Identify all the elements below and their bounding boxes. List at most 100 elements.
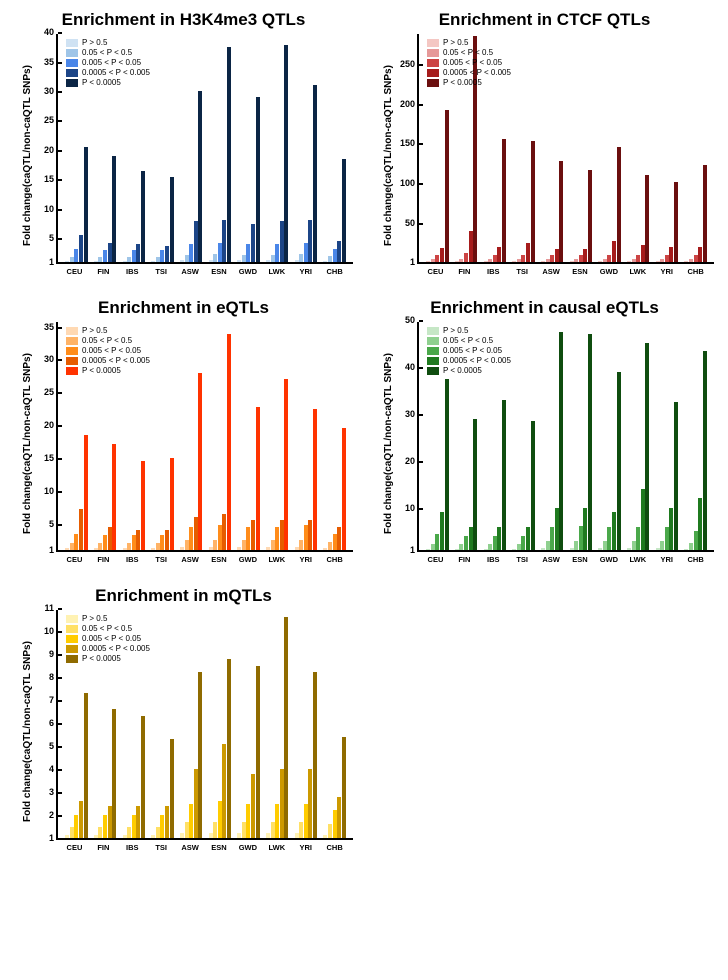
bar (488, 544, 492, 550)
bar (112, 156, 116, 262)
bar (689, 259, 693, 262)
bar (455, 549, 459, 550)
y-tick: 20 (44, 145, 58, 155)
legend-swatch (66, 69, 78, 77)
legend-label: 0.05 < P < 0.5 (82, 624, 132, 633)
x-tick-label: LWK (262, 267, 291, 276)
bar (660, 259, 664, 262)
bar (156, 543, 160, 550)
y-tick: 150 (400, 138, 419, 148)
bar (656, 548, 660, 550)
bar (559, 332, 563, 550)
y-tick: 5 (49, 741, 58, 751)
bar (555, 249, 559, 262)
bar (426, 261, 430, 262)
y-tick: 40 (44, 27, 58, 37)
bar (251, 774, 255, 838)
bar (603, 259, 607, 262)
y-axis-label: Fold change(caQTL/non-caQTL SNPs) (383, 65, 394, 246)
bar-group (656, 322, 678, 550)
bar (213, 540, 217, 551)
bar (256, 666, 260, 839)
bar (299, 822, 303, 838)
bar (328, 824, 332, 838)
legend-item: 0.0005 < P < 0.005 (66, 644, 150, 653)
bar-group (684, 34, 706, 262)
bar (79, 235, 83, 262)
bar (684, 549, 688, 550)
x-tick-label: LWK (262, 555, 291, 564)
bar (132, 815, 136, 838)
legend-label: P < 0.0005 (82, 366, 121, 375)
bar (70, 257, 74, 262)
bar (170, 177, 174, 263)
y-tick: 25 (44, 115, 58, 125)
bar (521, 536, 525, 550)
bar (170, 739, 174, 838)
bar (328, 542, 332, 550)
bar (84, 147, 88, 262)
bar (431, 259, 435, 262)
bar (280, 221, 284, 262)
bar (132, 535, 136, 550)
bar (497, 527, 501, 550)
bar (70, 827, 74, 839)
bar (308, 520, 312, 550)
bar (579, 526, 583, 550)
legend-item: 0.005 < P < 0.05 (427, 346, 511, 355)
x-tick-label: TSI (147, 267, 176, 276)
bar (607, 255, 611, 262)
x-axis-labels: CEUFINIBSTSIASWESNGWDLWKYRICHB (56, 264, 353, 276)
bar (645, 175, 649, 262)
bar-group (266, 34, 288, 262)
bar (493, 255, 497, 262)
y-tick: 1 (49, 257, 58, 267)
legend-item: 0.05 < P < 0.5 (66, 48, 150, 57)
legend-swatch (427, 79, 439, 87)
bar (459, 544, 463, 550)
bar (271, 822, 275, 838)
bar (473, 419, 477, 550)
bar (275, 804, 279, 839)
x-tick-label: GWD (594, 267, 623, 276)
bar (284, 379, 288, 550)
bar (218, 801, 222, 838)
bar (74, 534, 78, 550)
x-tick-label: CEU (60, 843, 89, 852)
legend-label: 0.05 < P < 0.5 (443, 48, 493, 57)
bar (497, 247, 501, 262)
y-axis-label: Fold change(caQTL/non-caQTL SNPs) (22, 65, 33, 246)
bar (103, 535, 107, 550)
bar-group (266, 610, 288, 838)
legend-swatch (66, 635, 78, 643)
bar (459, 259, 463, 262)
y-tick: 250 (400, 59, 419, 69)
legend-swatch (66, 327, 78, 335)
legend-item: P > 0.5 (66, 614, 150, 623)
bar (295, 833, 299, 838)
bar (550, 255, 554, 262)
y-tick: 50 (405, 218, 419, 228)
bar (151, 548, 155, 550)
bar (194, 221, 198, 262)
x-tick-label: IBS (118, 267, 147, 276)
legend-label: 0.0005 < P < 0.005 (82, 644, 150, 653)
panel-ctcf: Enrichment in CTCF QTLsFold change(caQTL… (369, 10, 720, 276)
bar (517, 259, 521, 262)
legend-item: 0.0005 < P < 0.005 (427, 68, 511, 77)
x-tick-label: FIN (89, 267, 118, 276)
legend-label: 0.005 < P < 0.05 (443, 58, 502, 67)
bar (669, 508, 673, 550)
bar-group (323, 34, 345, 262)
legend-label: P < 0.0005 (82, 78, 121, 87)
legend-item: P > 0.5 (427, 326, 511, 335)
legend-item: P < 0.0005 (66, 78, 150, 87)
y-tick: 5 (49, 233, 58, 243)
bar-group (541, 322, 563, 550)
legend-item: P < 0.0005 (427, 366, 511, 375)
x-tick-label: ESN (566, 555, 595, 564)
y-tick: 15 (44, 174, 58, 184)
x-tick-label: IBS (118, 555, 147, 564)
bar (308, 769, 312, 838)
x-axis-labels: CEUFINIBSTSIASWESNGWDLWKYRICHB (417, 552, 714, 564)
